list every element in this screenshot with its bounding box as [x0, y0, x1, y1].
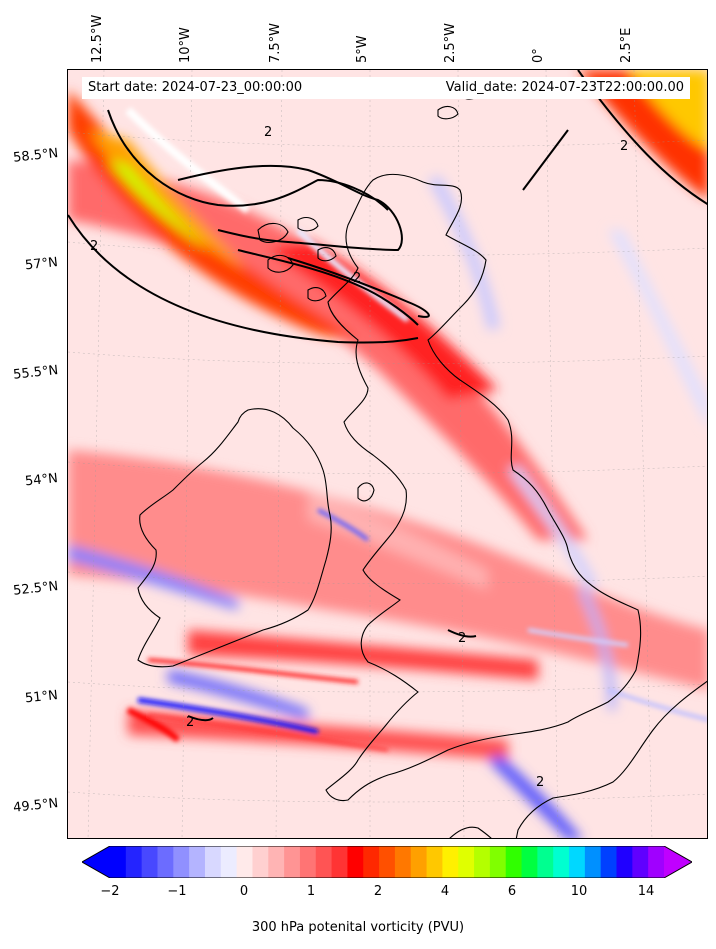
- lon-label: 2.5°E: [619, 27, 634, 63]
- colorbar-swatch: [252, 846, 269, 878]
- continent-coastline: [515, 680, 707, 838]
- lat-label: 54°N: [24, 471, 59, 490]
- lat-label: 52.5°N: [12, 579, 59, 599]
- great-britain-coastline: [325, 173, 642, 802]
- colorbar-swatch: [394, 846, 412, 878]
- colorbar-swatch: [125, 846, 143, 878]
- colorbar: [82, 846, 692, 878]
- graticule: [68, 70, 707, 838]
- colorbar-swatch: [268, 846, 285, 878]
- colorbar-swatch: [363, 846, 380, 878]
- lat-label: 57°N: [24, 255, 59, 274]
- colorbar-swatch: [426, 846, 443, 878]
- colorbar-swatch: [537, 846, 554, 878]
- start-date-label: Start date: 2024-07-23_00:00:00: [88, 80, 303, 95]
- pv-field-map: 2 2 2 2 2 2 2: [68, 70, 707, 838]
- colorbar-swatch: [616, 846, 633, 878]
- colorbar-swatch: [442, 846, 459, 878]
- colorbar-swatch: [299, 846, 317, 878]
- contour-label: 2: [264, 125, 272, 140]
- contour-label: 2: [620, 139, 628, 154]
- contour-labels: 2 2 2 2 2 2 2: [90, 125, 628, 790]
- colorbar-swatch: [315, 846, 333, 878]
- colorbar-swatch: [204, 846, 222, 878]
- lat-label: 58.5°N: [12, 146, 59, 166]
- colorbar-swatch: [632, 846, 649, 878]
- colorbar-swatch: [648, 846, 665, 878]
- colorbar-swatch: [157, 846, 174, 878]
- colorbar-swatch: [569, 846, 586, 878]
- colorbar-tick: −1: [167, 884, 187, 899]
- colorbar-swatch: [410, 846, 428, 878]
- colorbar-tick: −2: [100, 884, 120, 899]
- ireland-coastline: [137, 408, 332, 668]
- contour-label: 2: [536, 775, 544, 790]
- valid-date-label: Valid_date: 2024-07-23T22:00:00.00: [445, 80, 684, 95]
- colorbar-swatch: [600, 846, 618, 878]
- colorbar-swatch: [189, 846, 206, 878]
- colorbar-swatch: [347, 846, 364, 878]
- colorbar-under-arrow: [82, 846, 110, 878]
- lon-label: 0°: [531, 48, 546, 63]
- colorbar-tick: 2: [373, 884, 383, 899]
- lon-label: 5°W: [355, 35, 370, 63]
- colorbar-swatch: [141, 846, 159, 878]
- colorbar-over-arrow: [664, 846, 692, 878]
- colorbar-swatch: [236, 846, 254, 878]
- contour-label: 2: [90, 239, 98, 254]
- colorbar-tick: 6: [507, 884, 517, 899]
- colorbar-swatch: [379, 846, 396, 878]
- lon-label: 7.5°W: [268, 22, 283, 63]
- contour-label: 2: [353, 271, 361, 286]
- colorbar-tick: 4: [440, 884, 450, 899]
- colorbar-swatch: [458, 846, 475, 878]
- colorbar-tick: 10: [570, 884, 588, 899]
- colorbar-swatch: [553, 846, 570, 878]
- colorbar-swatch: [474, 846, 491, 878]
- map-panel: 2 2 2 2 2 2 2: [67, 69, 708, 839]
- colorbar-swatch: [584, 846, 602, 878]
- colorbar-label: 300 hPa potenital vorticity (PVU): [251, 920, 465, 935]
- colorbar-swatch: [284, 846, 301, 878]
- contour-label: 2: [458, 631, 466, 646]
- lon-label: 2.5°W: [443, 22, 458, 63]
- colorbar-tick: 14: [637, 884, 655, 899]
- pv-fine-structure: [125, 107, 707, 752]
- lat-label: 49.5°N: [12, 796, 59, 816]
- colorbar-tick: 0: [239, 884, 249, 899]
- colorbar-swatch: [489, 846, 507, 878]
- date-info-box: Start date: 2024-07-23_00:00:00 Valid_da…: [82, 77, 690, 99]
- lon-label: 10°W: [178, 27, 193, 63]
- lat-label: 55.5°N: [12, 363, 59, 383]
- colorbar-swatch: [331, 846, 349, 878]
- lat-label: 51°N: [24, 688, 59, 707]
- lon-label: 12.5°W: [90, 14, 105, 63]
- colorbar-swatch: [220, 846, 238, 878]
- contour-label: 2: [186, 715, 194, 730]
- colorbar-swatch: [505, 846, 523, 878]
- colorbar-swatch: [110, 846, 127, 878]
- coastlines: [137, 86, 707, 838]
- colorbar-swatch: [521, 846, 538, 878]
- colorbar-swatch: [173, 846, 190, 878]
- colorbar-tick: 1: [306, 884, 316, 899]
- isle-of-man-coastline: [357, 482, 375, 502]
